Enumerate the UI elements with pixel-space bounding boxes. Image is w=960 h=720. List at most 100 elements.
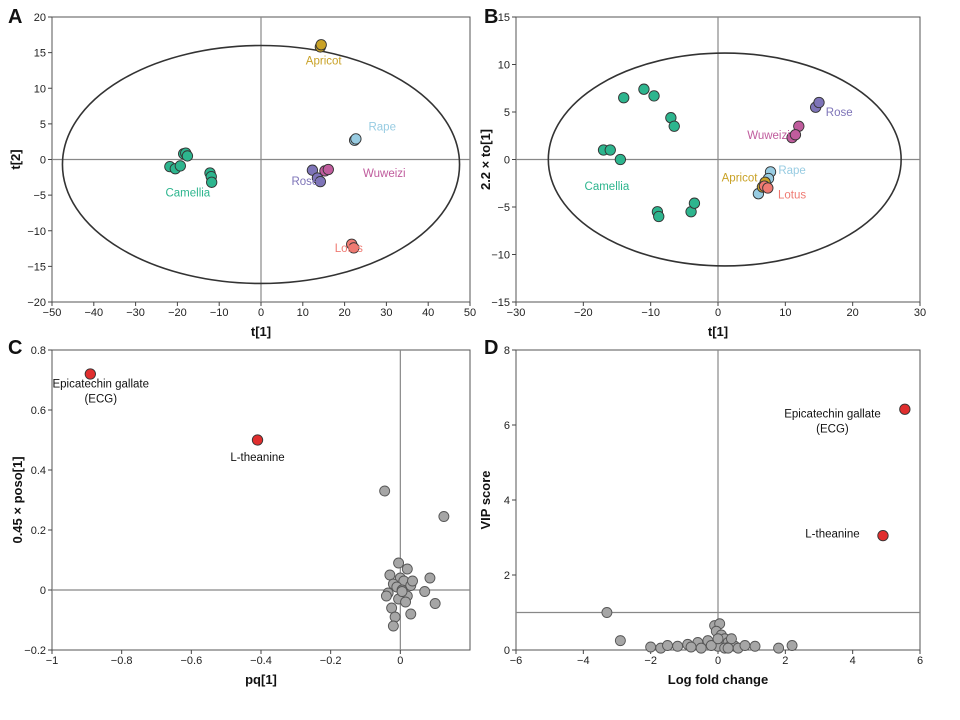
annotation-label: L-theanine	[805, 529, 859, 541]
x-tick-label: −10	[210, 307, 229, 319]
annotation-label: Epicatechin gallate	[784, 409, 881, 421]
point-camellia	[618, 92, 630, 104]
metabolite-point	[786, 640, 798, 651]
panel-b: B −30 −20 −10 0 10 20 30 −15 −10 −5 0 5 10 15 t[1] 2.2 ×…	[478, 6, 926, 339]
group-label-apricot: Apricot	[306, 55, 343, 67]
metabolite-point	[726, 633, 737, 645]
point-camellia	[688, 197, 701, 209]
x-tick-label: 4	[850, 655, 856, 667]
metabolite-point	[739, 640, 751, 651]
point-camellia	[174, 160, 186, 172]
y-tick-label: 0.8	[31, 345, 46, 357]
y-tick-label: −20	[27, 297, 46, 309]
y-tick-label: 15	[34, 48, 46, 60]
metabolite-point	[405, 608, 417, 620]
metabolite-point	[393, 557, 405, 569]
metabolite-point	[685, 641, 697, 653]
group-label-wuweizi: Wuweizi	[363, 168, 406, 180]
x-tick-label: −6	[510, 655, 523, 667]
y-tick-label: −10	[491, 250, 510, 262]
group-label-rape: Rape	[778, 165, 806, 177]
point-rose	[306, 164, 319, 176]
metabolite-point	[419, 586, 431, 597]
point-wuweizi	[789, 129, 802, 141]
group-label-camellia: Camellia	[165, 187, 210, 199]
group-label-rape: Rape	[368, 122, 396, 134]
x-tick-label: 10	[779, 307, 791, 319]
y-tick-label: 2	[504, 570, 510, 582]
y-tick-label: 0.4	[31, 465, 46, 477]
x-tick-label: 0	[397, 655, 403, 667]
panel-letter: C	[8, 337, 22, 359]
y-tick-label: 8	[504, 345, 510, 357]
metabolite-point	[722, 642, 734, 654]
point-apricot	[315, 39, 327, 51]
metabolite-point	[379, 485, 391, 497]
y-tick-label: −15	[491, 297, 510, 309]
metabolite-point	[645, 641, 657, 653]
y-tick-label: 0	[504, 645, 510, 657]
panel-letter: D	[484, 337, 498, 359]
metabolite-point	[614, 635, 626, 647]
group-label-camellia: Camellia	[585, 181, 630, 193]
y-axis-label: 0.45 × poso[1]	[10, 456, 25, 543]
group-label-rose: Rose	[291, 176, 318, 188]
point-camellia	[648, 90, 660, 102]
y-tick-label: 0	[40, 155, 46, 167]
point-camellia	[614, 153, 627, 166]
metabolite-point	[401, 563, 413, 575]
metabolite-point	[380, 590, 392, 602]
hotelling-ellipse	[61, 44, 461, 285]
metabolite-point	[400, 596, 412, 608]
annotation-label: (ECG)	[84, 394, 117, 406]
y-tick-label: 0.6	[31, 405, 46, 417]
x-tick-label: 30	[914, 307, 926, 319]
point-camellia	[181, 150, 194, 162]
y-tick-label: −10	[27, 226, 46, 238]
y-tick-label: −0.2	[24, 645, 46, 657]
panel-a: A−50 −40 −30 −20 −10 0 10 20 30 40 50−20−15−10−505…	[8, 6, 476, 339]
x-tick-label: 6	[917, 655, 923, 667]
y-tick-label: 0.2	[31, 525, 46, 537]
x-tick-label: −40	[84, 307, 103, 319]
x-tick-label: 20	[338, 307, 350, 319]
x-tick-label: 20	[847, 307, 859, 319]
x-tick-label: 2	[782, 655, 788, 667]
panel-letter: A	[8, 6, 22, 28]
x-tick-label: −50	[43, 307, 62, 319]
y-axis-label: 2.2 × to[1]	[478, 129, 493, 190]
metabolite-point	[601, 607, 613, 618]
point-rose	[813, 96, 825, 109]
y-tick-label: −5	[497, 202, 510, 214]
y-tick-label: 0	[504, 155, 510, 167]
point-wuweizi	[322, 163, 334, 176]
x-tick-label: −1	[46, 655, 59, 667]
hotelling-ellipse	[547, 52, 902, 267]
panel-c: C −1 −0.8 −0.6 −0.4 −0.2 0 −0.2 0 0.2 0.4 0.6 0.8 pq[…	[8, 337, 471, 687]
point-lotus	[762, 182, 774, 194]
group-label-lotus: Lotus	[778, 190, 806, 202]
y-tick-label: 10	[498, 60, 510, 72]
metabolite-point	[424, 572, 436, 584]
x-tick-label: −30	[507, 307, 526, 319]
metabolite-point	[387, 620, 399, 632]
y-tick-label: −15	[27, 261, 46, 273]
point-camellia	[638, 83, 650, 95]
y-tick-label: 20	[34, 12, 46, 24]
x-tick-label: 0	[715, 307, 721, 319]
x-axis-label: t[1]	[708, 324, 728, 339]
y-tick-label: 15	[498, 12, 510, 24]
metabolite-point	[773, 642, 785, 654]
metabolite-point	[749, 640, 761, 652]
metabolite-point	[672, 640, 684, 652]
y-tick-label: 4	[504, 495, 510, 507]
metabolite-point	[389, 611, 401, 623]
x-tick-label: −0.6	[180, 655, 202, 667]
point-camellia	[604, 144, 616, 156]
group-label-apricot: Apricot	[722, 173, 759, 185]
x-tick-label: 50	[464, 307, 476, 319]
metabolite-point	[438, 511, 450, 522]
x-axis-label: t[1]	[251, 324, 271, 339]
panel-letter: B	[484, 6, 498, 28]
